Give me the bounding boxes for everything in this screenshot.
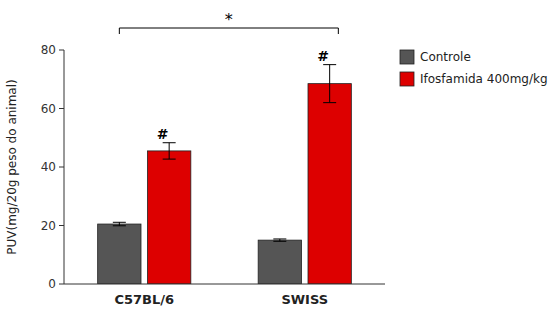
annotation: # <box>157 126 169 142</box>
y-tick <box>59 167 64 168</box>
bars <box>98 65 352 284</box>
y-tick <box>59 108 64 109</box>
y-axis-label: PUV(mg/20g peso do animal) <box>5 79 19 255</box>
chart: 0 20 40 60 80 C57BL/6 SWISS PUV(mg/20g peso do … <box>0 0 560 314</box>
legend-swatch <box>400 50 414 64</box>
bar <box>308 84 351 284</box>
y-tick <box>59 50 64 51</box>
annotation: * <box>225 10 233 29</box>
error-bar <box>113 222 126 226</box>
x-axis <box>64 284 385 285</box>
y-tick-label: 0 <box>48 277 56 291</box>
legend-label: Ifosfamida 400mg/kg <box>420 72 548 86</box>
y-tick-label: 60 <box>41 102 56 116</box>
bar <box>148 151 191 284</box>
legend-label: Controle <box>420 50 471 64</box>
y-tick-label: 40 <box>41 160 56 174</box>
x-tick-label: SWISS <box>281 292 328 307</box>
x-tick-label: C57BL/6 <box>114 292 174 307</box>
error-bar <box>323 65 336 103</box>
y-tick <box>59 225 64 226</box>
y-tick-label: 20 <box>41 219 56 233</box>
y-tick <box>59 284 64 285</box>
error-bar <box>273 239 286 241</box>
error-bar <box>163 143 176 159</box>
annotation: # <box>317 48 329 64</box>
bar <box>258 240 301 284</box>
legend: Controle Ifosfamida 400mg/kg <box>400 50 548 86</box>
y-tick-label: 80 <box>41 43 56 57</box>
legend-swatch <box>400 72 414 86</box>
bar <box>98 224 141 284</box>
